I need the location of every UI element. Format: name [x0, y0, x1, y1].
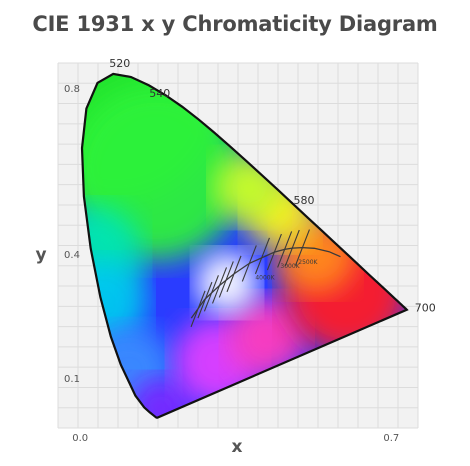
x-tick-label: 0.7 — [383, 433, 399, 444]
isotherm — [266, 233, 282, 271]
wavelength-label: 520 — [109, 57, 130, 70]
cct-label: 4000K — [255, 274, 275, 281]
y-axis-label: y — [35, 245, 46, 265]
fill-blob — [129, 376, 192, 418]
x-tick-label: 0.0 — [72, 433, 88, 444]
wavelength-label: 700 — [415, 302, 436, 315]
wavelength-labels: 520 540 580 700 — [109, 57, 436, 315]
y-tick-label: 0.8 — [64, 84, 80, 95]
x-axis-label: x — [232, 437, 243, 457]
isotherm — [218, 261, 234, 298]
fill-blob — [226, 296, 307, 377]
chart-title: CIE 1931 x y Chromaticity Diagram — [32, 12, 438, 36]
isotherm — [277, 231, 293, 268]
wavelength-label: 580 — [294, 194, 315, 207]
isotherm — [190, 290, 206, 328]
isotherm — [197, 281, 213, 319]
y-tick-label: 0.4 — [64, 250, 80, 261]
isotherm — [226, 255, 242, 293]
isotherm — [294, 229, 310, 266]
isotherm — [284, 229, 300, 267]
wavelength-label: 540 — [149, 87, 170, 100]
isotherm — [211, 267, 228, 304]
y-tick-label: 0.1 — [64, 374, 80, 385]
axis-ticks: 0.0 0.7 0.8 0.4 0.1 — [64, 84, 399, 444]
isotherm — [241, 245, 257, 282]
cct-label: 3000K — [280, 263, 300, 270]
cct-label: 2500K — [298, 259, 318, 266]
isotherm — [203, 275, 219, 312]
isotherm — [254, 237, 270, 275]
fill-blob — [195, 251, 258, 314]
planckian-locus-curve — [190, 246, 341, 319]
spectral-locus — [80, 72, 409, 419]
